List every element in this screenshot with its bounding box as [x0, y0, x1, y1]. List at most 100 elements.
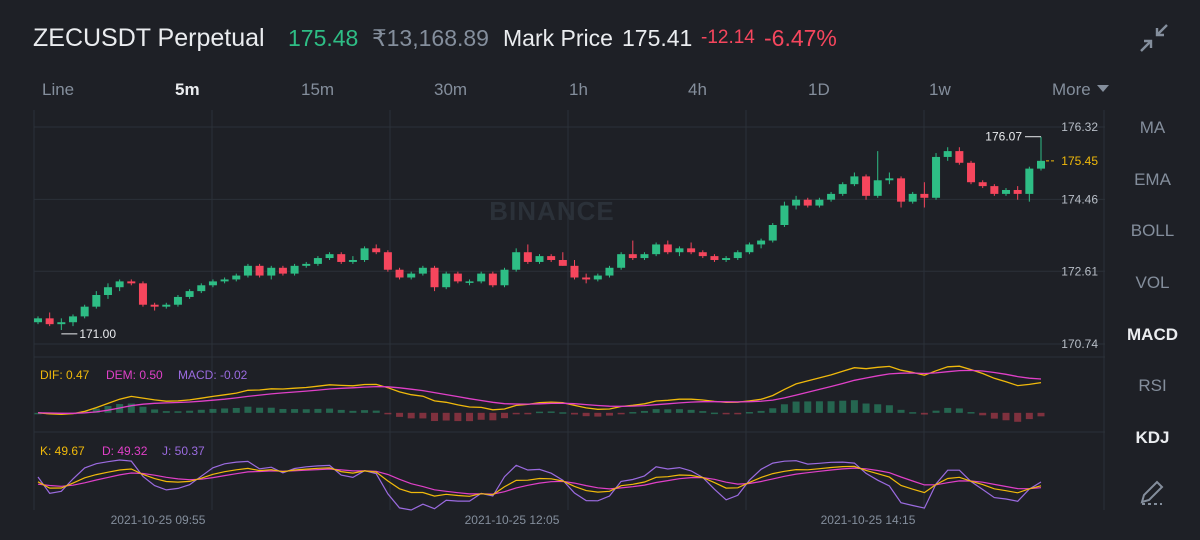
- tab-5m[interactable]: 5m: [175, 80, 200, 99]
- price-tick-label: 172.61: [1061, 264, 1098, 278]
- k-label: K: 49.67: [40, 444, 85, 458]
- indicator-ma[interactable]: MA: [1139, 118, 1166, 137]
- macd-histogram-bar: [232, 407, 240, 413]
- macd-histogram-bar: [734, 412, 742, 415]
- dif-line: [37, 365, 1042, 415]
- candle-body: [500, 269, 509, 286]
- tab-30m[interactable]: 30m: [434, 80, 468, 99]
- macd-histogram-bar: [267, 407, 275, 413]
- candle-body: [442, 273, 451, 288]
- macd-histogram-bar: [186, 410, 194, 413]
- candle-body: [1013, 190, 1022, 194]
- macd-histogram-bar: [885, 405, 893, 413]
- macd-histogram-bar: [1025, 412, 1033, 420]
- macd-histogram-bar: [314, 408, 322, 413]
- macd-histogram-bar: [745, 412, 753, 414]
- time-axis: 2021-10-25 09:55 2021-10-25 12:05 2021-10-…: [111, 513, 916, 527]
- macd-histogram-bar: [92, 408, 100, 413]
- candle-body: [395, 269, 404, 278]
- candle-body: [173, 296, 182, 305]
- candle-body: [127, 281, 136, 284]
- candle-body: [967, 162, 976, 183]
- macd-histogram-bar: [629, 412, 637, 414]
- macd-histogram-bar: [640, 410, 648, 413]
- symbol-title[interactable]: ZECUSDT Perpetual: [33, 24, 265, 52]
- macd-histogram-bar: [512, 412, 520, 415]
- caret-down-icon: [1096, 85, 1109, 92]
- macd-histogram-bar: [675, 409, 683, 413]
- candle-body: [197, 285, 206, 292]
- candle-body: [885, 178, 894, 181]
- collapse-icon[interactable]: [1138, 22, 1170, 54]
- candle-body: [477, 273, 486, 282]
- candle-body: [185, 291, 194, 297]
- candle-body: [103, 287, 112, 295]
- candle-body: [512, 252, 521, 270]
- tab-1h[interactable]: 1h: [569, 80, 588, 99]
- tab-more[interactable]: More: [1052, 80, 1109, 100]
- tab-15m[interactable]: 15m: [301, 80, 335, 99]
- macd-histogram-bar: [815, 401, 823, 413]
- tab-1d[interactable]: 1D: [808, 80, 830, 99]
- indicator-ema[interactable]: EMA: [1134, 170, 1171, 189]
- d-line: [37, 467, 1042, 495]
- j-label: J: 50.37: [162, 444, 205, 458]
- macd-histogram-bar: [466, 412, 474, 422]
- candle-body: [687, 248, 696, 253]
- candle-body: [640, 254, 649, 259]
- macd-histogram-bar: [489, 412, 497, 421]
- macd-histogram-bar: [757, 410, 765, 413]
- macd-histogram-bar: [769, 408, 777, 413]
- macd-histogram-bar: [652, 409, 660, 413]
- macd-histogram-bar: [827, 401, 835, 413]
- macd-histogram-bar: [151, 409, 159, 413]
- current-price-label: 175.45: [1061, 154, 1098, 168]
- macd-histogram-bar: [967, 412, 975, 414]
- candle-body: [675, 248, 684, 253]
- candle-body: [628, 254, 637, 259]
- macd-histogram-bar: [326, 408, 334, 413]
- candle-body: [313, 258, 322, 264]
- candle-body: [290, 265, 299, 274]
- tab-1w[interactable]: 1w: [929, 80, 951, 99]
- tab-4h[interactable]: 4h: [688, 80, 707, 99]
- j-line: [37, 459, 1042, 511]
- tab-more-label: More: [1052, 80, 1091, 99]
- candle-body: [360, 248, 369, 260]
- macd-histogram-bar: [349, 410, 357, 413]
- indicator-macd[interactable]: MACD: [1127, 325, 1178, 344]
- indicator-vol[interactable]: VOL: [1135, 273, 1170, 292]
- indicator-rsi[interactable]: RSI: [1138, 376, 1167, 395]
- macd-histogram-bar: [442, 412, 450, 421]
- candle-body: [162, 304, 171, 307]
- macd-histogram-bar: [127, 403, 135, 413]
- candle-body: [150, 304, 159, 307]
- macd-histogram-bar: [582, 412, 590, 417]
- time-tick-label: 2021-10-25 14:15: [821, 513, 916, 527]
- macd-histogram-bar: [839, 400, 847, 413]
- macd-histogram-bar: [419, 412, 427, 419]
- indicator-kdj[interactable]: KDJ: [1135, 428, 1170, 447]
- candle-body: [68, 316, 77, 323]
- candle-body: [255, 265, 264, 276]
- macd-histogram-bar: [862, 403, 870, 413]
- macd-histogram-bar: [955, 408, 963, 413]
- macd-histogram-bar: [34, 412, 42, 415]
- macd-histogram-bar: [1014, 412, 1022, 422]
- candle-body: [208, 281, 217, 286]
- macd-histogram-bar: [104, 406, 112, 413]
- candle-body: [372, 248, 381, 253]
- ticker-header: ZECUSDT Perpetual 175.48 ₹13,168.89 Mark…: [0, 0, 1200, 78]
- candle-body: [605, 267, 614, 276]
- candle-body: [453, 273, 462, 282]
- candle-body: [523, 252, 532, 262]
- chart-area[interactable]: BINANCE 176.32174.46172.61170.74175.4517…: [0, 110, 1105, 540]
- macd-histogram-bar: [979, 412, 987, 416]
- candle-body: [267, 267, 276, 276]
- candle-body: [710, 256, 719, 260]
- pencil-draw-icon[interactable]: [1138, 478, 1166, 506]
- tab-line[interactable]: Line: [42, 80, 75, 99]
- dem-label: DEM: 0.50: [106, 368, 163, 382]
- candle-body: [652, 244, 661, 255]
- indicator-boll[interactable]: BOLL: [1130, 221, 1175, 240]
